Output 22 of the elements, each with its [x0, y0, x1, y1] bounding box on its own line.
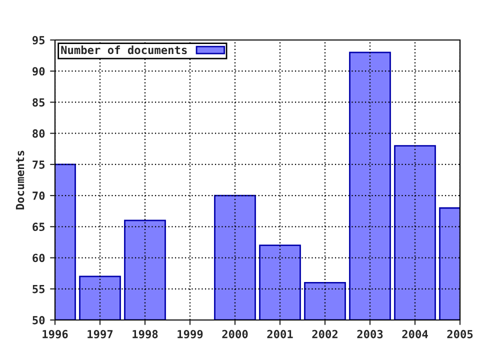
y-tick-label: 60: [32, 254, 45, 262]
x-tick-label: 2003: [357, 330, 383, 338]
y-tick-label: 95: [32, 36, 45, 44]
x-tick-label: 1997: [88, 330, 113, 338]
y-tick-label: 80: [32, 129, 45, 138]
x-tick-label: 1999: [178, 330, 203, 338]
y-tick-label: 55: [32, 285, 45, 294]
x-tick-label: 2004: [402, 330, 428, 338]
legend-label: Number of documents: [61, 46, 187, 54]
x-tick-label: 2005: [447, 330, 473, 338]
x-tick-label: 2000: [222, 330, 248, 338]
y-tick-label: 85: [32, 98, 45, 107]
y-tick-label: 50: [32, 316, 45, 324]
x-tick-label: 1998: [132, 330, 158, 338]
y-tick-label: 65: [32, 222, 45, 232]
x-tick-label: 2002: [312, 330, 338, 338]
x-tick-label: 2001: [267, 330, 293, 338]
y-axis-title: Documents: [16, 150, 24, 210]
y-tick-label: 70: [32, 192, 45, 200]
y-tick-label: 75: [32, 160, 45, 169]
y-tick-label: 90: [32, 67, 45, 76]
x-tick-label: 1996: [42, 330, 68, 338]
